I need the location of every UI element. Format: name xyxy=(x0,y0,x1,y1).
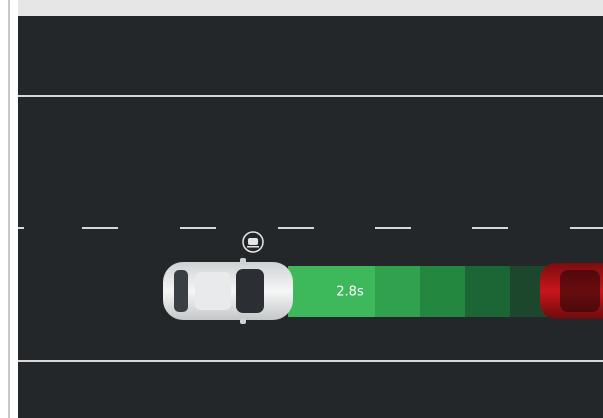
scene: 2.8s xyxy=(0,0,603,418)
lead-car xyxy=(540,263,603,319)
own-car xyxy=(163,258,293,324)
assist-icon xyxy=(243,232,263,252)
distance-band xyxy=(288,266,550,317)
following-time: 2.8s xyxy=(336,285,364,300)
lane-line xyxy=(18,95,603,97)
left-border xyxy=(8,0,10,418)
page: 2.8s (() => { const data = JSON.parse(do… xyxy=(0,0,603,418)
lane-line xyxy=(18,360,603,362)
road xyxy=(18,16,603,418)
top-strip xyxy=(18,0,603,16)
